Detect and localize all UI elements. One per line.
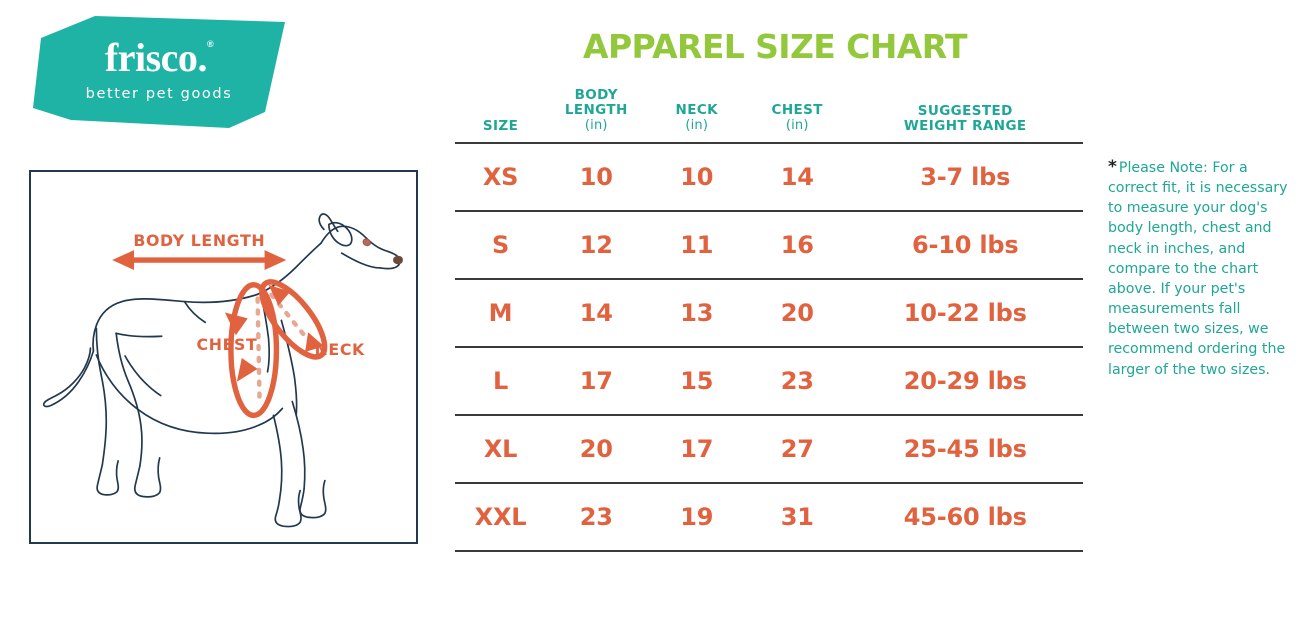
- table-header: SIZE BODY LENGTH (in) NECK (in) CHEST (i…: [455, 87, 1083, 143]
- unit-body-length: (in): [584, 118, 608, 134]
- cell-body-length: 23: [546, 481, 647, 552]
- cell-neck: 19: [646, 481, 747, 552]
- cell-body-length: 12: [546, 209, 647, 279]
- logo-banner-shape: [33, 16, 285, 128]
- table-row: M 14 13 20 10-22 lbs: [455, 277, 1083, 347]
- cell-body-length: 10: [546, 141, 647, 211]
- please-note-block: * Please Note: For a correct fit, it is …: [1108, 157, 1298, 380]
- cell-neck: 10: [646, 141, 747, 211]
- cell-size: S: [455, 209, 547, 279]
- cell-weight: 45-60 lbs: [847, 481, 1083, 552]
- column-header-size: SIZE: [482, 117, 519, 134]
- chest-label: CHEST: [197, 335, 258, 354]
- cell-chest: 31: [746, 481, 848, 552]
- table-row: XS 10 10 14 3-7 lbs: [455, 141, 1083, 211]
- table-row: S 12 11 16 6-10 lbs: [455, 209, 1083, 279]
- cell-chest: 14: [746, 141, 848, 211]
- cell-chest: 20: [746, 277, 848, 347]
- cell-neck: 13: [646, 277, 747, 347]
- cell-size: XS: [455, 141, 547, 211]
- cell-body-length: 20: [546, 413, 647, 483]
- cell-size: M: [455, 277, 547, 347]
- table-body: XS 10 10 14 3-7 lbs S 12 11 16 6-10 lbs …: [455, 141, 1083, 552]
- table-row: L 17 15 23 20-29 lbs: [455, 345, 1083, 415]
- column-header-chest: CHEST (in): [747, 88, 847, 143]
- table-header-row: SIZE BODY LENGTH (in) NECK (in) CHEST (i…: [455, 87, 1083, 143]
- body-length-arrow: [112, 250, 287, 270]
- cell-size: XL: [455, 413, 547, 483]
- table-row: XXL 23 19 31 45-60 lbs: [455, 481, 1083, 552]
- cell-weight: 3-7 lbs: [847, 141, 1083, 211]
- cell-chest: 16: [746, 209, 848, 279]
- unit-chest: (in): [785, 118, 809, 134]
- cell-chest: 27: [746, 413, 848, 483]
- page-title: APPAREL SIZE CHART: [583, 27, 968, 66]
- column-header-weight-range: SUGGESTED WEIGHT RANGE: [903, 102, 1027, 134]
- cell-weight: 20-29 lbs: [847, 345, 1083, 415]
- cell-neck: 15: [646, 345, 747, 415]
- cell-weight: 10-22 lbs: [847, 277, 1083, 347]
- cell-chest: 23: [746, 345, 848, 415]
- dog-measurement-diagram: BODY LENGTH CHEST NECK: [29, 170, 418, 544]
- size-table-wrapper: SIZE BODY LENGTH (in) NECK (in) CHEST (i…: [455, 87, 1083, 552]
- asterisk-marker: *: [1108, 157, 1117, 177]
- cell-neck: 11: [646, 209, 747, 279]
- frisco-logo: frisco.® better pet goods: [33, 16, 285, 128]
- chest-measurement-loop: [224, 282, 280, 419]
- note-text: Please Note: For a correct fit, it is ne…: [1108, 160, 1288, 378]
- apparel-size-table: SIZE BODY LENGTH (in) NECK (in) CHEST (i…: [455, 87, 1083, 552]
- cell-size: L: [455, 345, 547, 415]
- dog-illustration-svg: BODY LENGTH CHEST NECK: [42, 213, 403, 528]
- cell-weight: 6-10 lbs: [847, 209, 1083, 279]
- cell-body-length: 14: [546, 277, 647, 347]
- column-header-body-length: BODY LENGTH (in): [546, 87, 646, 143]
- cell-body-length: 17: [546, 345, 647, 415]
- cell-weight: 25-45 lbs: [847, 413, 1083, 483]
- unit-neck: (in): [685, 118, 709, 134]
- neck-measurement-loop: [259, 279, 328, 360]
- table-row: XL 20 17 27 25-45 lbs: [455, 413, 1083, 483]
- body-length-label: BODY LENGTH: [133, 231, 265, 250]
- neck-label: NECK: [315, 340, 365, 359]
- column-header-neck: NECK (in): [647, 88, 747, 143]
- cell-size: XXL: [455, 481, 547, 552]
- cell-neck: 17: [646, 413, 747, 483]
